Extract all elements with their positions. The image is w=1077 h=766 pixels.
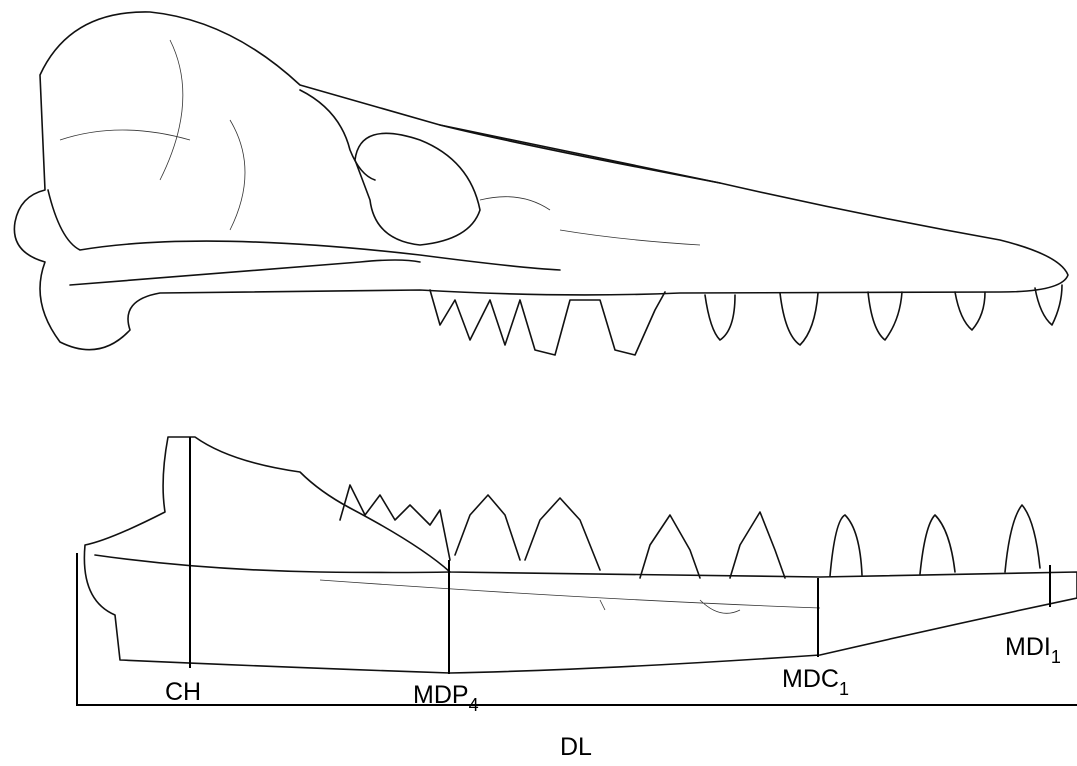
ch-label: CH [165, 678, 201, 706]
label-text: MDC [782, 665, 839, 693]
label-text: MDI [1005, 633, 1051, 661]
label-text: MDP [413, 681, 469, 709]
mandible-drawing [83, 436, 1077, 674]
measurements [76, 437, 1077, 706]
label-text: DL [560, 733, 592, 761]
label-subscript: 1 [1051, 647, 1061, 667]
mdi1-label: MDI1 [1005, 633, 1061, 667]
skull-drawing [13, 11, 1069, 356]
mdp4-label: MDP4 [413, 681, 479, 715]
label-text: CH [165, 678, 201, 706]
label-subscript: 4 [469, 695, 479, 715]
dl-label: DL [560, 733, 592, 761]
label-subscript: 1 [839, 679, 849, 699]
mdc1-label: MDC1 [782, 665, 849, 699]
